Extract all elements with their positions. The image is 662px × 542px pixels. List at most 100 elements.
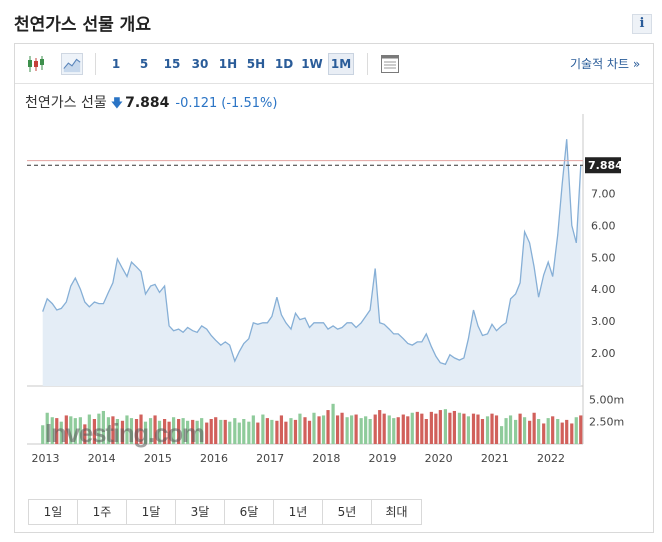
interval-1mo[interactable]: 1M xyxy=(328,53,354,75)
candlestick-chart-icon[interactable] xyxy=(25,53,47,75)
x-tick-label: 2017 xyxy=(256,452,284,465)
price-change: -0.121 xyxy=(175,96,218,111)
volume-bar xyxy=(153,415,157,444)
volume-bar xyxy=(466,416,471,444)
x-tick-label: 2021 xyxy=(481,452,509,465)
volume-bar xyxy=(298,413,302,444)
y-tick-label: 3.00 xyxy=(591,315,616,328)
volume-bar xyxy=(41,425,45,444)
table-view-icon[interactable] xyxy=(379,53,401,75)
volume-bar xyxy=(293,419,298,444)
volume-bar xyxy=(429,411,433,444)
volume-bar xyxy=(326,410,330,444)
volume-bar xyxy=(275,420,279,444)
y-tick-label: 5.00 xyxy=(591,251,616,264)
range-1y[interactable]: 1년 xyxy=(274,500,323,524)
time-range-selector: 1일 1주 1달 3달 6달 1년 5년 최대 xyxy=(28,499,422,525)
technical-chart-link[interactable]: 기술적 차트 » xyxy=(570,57,641,71)
volume-bar xyxy=(101,410,105,444)
volume-bar xyxy=(485,416,490,444)
volume-bar xyxy=(186,420,190,444)
volume-bar xyxy=(443,409,448,444)
range-1w[interactable]: 1주 xyxy=(78,500,127,524)
interval-30m[interactable]: 30 xyxy=(191,57,209,71)
y-tick-label: 6.00 xyxy=(591,219,616,232)
chart-panel: 1 5 15 30 1H 5H 1D 1W 1M 기술적 차트 » 천연가스 선… xyxy=(14,43,654,533)
volume-bar xyxy=(209,419,213,444)
volume-bar xyxy=(317,416,321,444)
volume-bar xyxy=(508,415,513,444)
volume-bar xyxy=(87,414,91,444)
instrument-name: 천연가스 선물 xyxy=(25,95,107,111)
volume-bar xyxy=(504,418,508,444)
volume-tick-label: 5.00m xyxy=(589,393,624,406)
arrow-down-icon: 🡇 xyxy=(110,96,124,110)
volume-bar xyxy=(191,419,195,444)
x-tick-label: 2022 xyxy=(537,452,565,465)
volume-bar xyxy=(438,410,442,444)
volume-bar xyxy=(167,421,171,444)
interval-5m[interactable]: 5 xyxy=(139,57,149,71)
volume-bar xyxy=(73,418,77,444)
y-tick-label: 4.00 xyxy=(591,283,616,296)
volume-bar xyxy=(335,415,340,444)
volume-bar xyxy=(410,412,414,444)
range-1mo[interactable]: 1달 xyxy=(127,500,176,524)
interval-1m[interactable]: 1 xyxy=(111,57,121,71)
volume-bar xyxy=(448,412,452,444)
interval-5h[interactable]: 5H xyxy=(246,57,266,71)
last-price-marker-label: 7.884 xyxy=(588,159,623,172)
volume-bar xyxy=(242,419,246,444)
volume-bar xyxy=(120,420,125,444)
interval-15m[interactable]: 15 xyxy=(163,57,181,71)
range-6mo[interactable]: 6달 xyxy=(225,500,274,524)
volume-bar xyxy=(340,412,344,444)
last-price-marker xyxy=(585,157,621,174)
volume-bar xyxy=(331,403,335,444)
volume-bar xyxy=(532,412,536,444)
volume-bar xyxy=(200,418,204,444)
volume-bar xyxy=(396,417,400,444)
volume-bar xyxy=(256,422,260,444)
volume-bar xyxy=(546,418,550,444)
volume-bar xyxy=(115,419,120,444)
interval-1d[interactable]: 1D xyxy=(274,57,294,71)
range-5y[interactable]: 5년 xyxy=(323,500,372,524)
range-max[interactable]: 최대 xyxy=(385,505,408,519)
volume-bar xyxy=(542,423,546,444)
volume-bar xyxy=(289,418,293,444)
volume-bar xyxy=(251,415,255,444)
volume-bar xyxy=(237,422,241,444)
info-button[interactable]: i xyxy=(632,14,652,34)
volume-bar xyxy=(373,414,377,444)
volume-bar xyxy=(434,413,438,444)
interval-1h[interactable]: 1H xyxy=(218,57,238,71)
volume-bar xyxy=(556,419,560,444)
range-1d[interactable]: 1일 xyxy=(29,500,78,524)
volume-bar xyxy=(574,417,578,444)
x-tick-label: 2018 xyxy=(312,452,340,465)
volume-bar xyxy=(452,410,456,444)
volume-bar xyxy=(284,421,288,444)
area-chart-icon[interactable] xyxy=(61,53,83,75)
volume-bar xyxy=(321,415,326,444)
volume-bar xyxy=(424,419,428,444)
volume-bar xyxy=(522,417,527,444)
interval-1w[interactable]: 1W xyxy=(301,57,323,71)
volume-bar xyxy=(162,419,167,444)
volume-bar xyxy=(401,414,405,444)
page-title: 천연가스 선물 개요 xyxy=(14,15,151,35)
volume-bar xyxy=(157,420,162,444)
volume-bar xyxy=(228,421,232,444)
price-chart[interactable]: Investing.com 2.00 3.00 4.00 5.00 6.00 7.00 5.… xyxy=(15,44,653,494)
volume-bar xyxy=(139,414,143,444)
range-3mo[interactable]: 3달 xyxy=(176,500,225,524)
x-tick-label: 2013 xyxy=(32,452,60,465)
volume-bar xyxy=(97,413,101,444)
volume-bar xyxy=(55,418,59,444)
volume-bar xyxy=(134,419,139,444)
volume-bar xyxy=(69,416,73,444)
volume-bar xyxy=(125,415,129,444)
volume-bar xyxy=(83,424,87,444)
volume-bar xyxy=(59,421,63,444)
